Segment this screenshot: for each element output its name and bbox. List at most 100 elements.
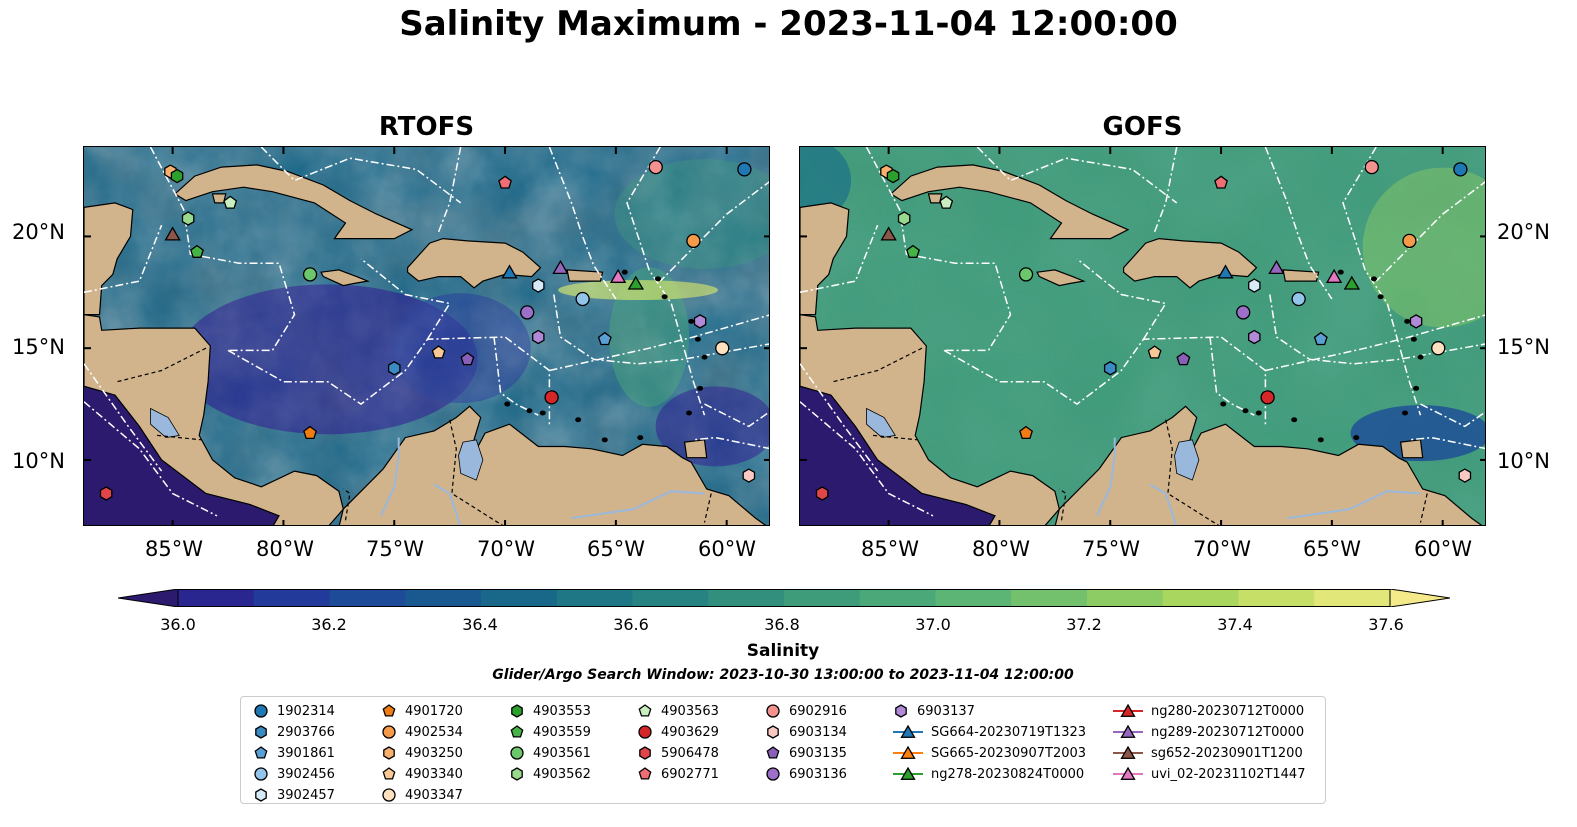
legend-item: 6902771 <box>637 764 719 784</box>
marker-4903340 <box>1147 345 1162 359</box>
eez-boundary <box>800 363 879 472</box>
colorbar-segment <box>481 589 558 607</box>
small-island <box>1410 336 1417 342</box>
circle-marker-icon <box>638 725 652 739</box>
marker-6903135 <box>460 352 475 366</box>
land-hispaniola <box>407 237 542 289</box>
marker-4902534 <box>686 233 701 249</box>
legend-label: ng289-20230712T0000 <box>1151 724 1305 740</box>
eez-boundary <box>1409 436 1485 450</box>
legend-label: ng278-20230824T0000 <box>931 766 1085 782</box>
legend-item: 4901720 <box>381 701 463 721</box>
land-yucatan <box>800 202 850 316</box>
eez-boundary <box>1269 294 1485 365</box>
land-hispaniola <box>1123 237 1258 289</box>
small-island <box>1220 401 1227 407</box>
small-island <box>1291 417 1298 423</box>
legend-item: 4903347 <box>381 785 463 805</box>
legend-marker <box>900 724 916 738</box>
colorbar-segment <box>935 589 1012 607</box>
country-border <box>873 434 918 441</box>
legend-item: ng278-20230824T0000 <box>893 764 1084 784</box>
land-trinidad <box>1399 439 1424 459</box>
small-island <box>575 417 582 423</box>
colorbar-tick: 36.6 <box>613 615 649 634</box>
legend-item: 2903766 <box>253 722 335 742</box>
legend-item: 4903250 <box>381 743 463 763</box>
marker-6902771 <box>1214 175 1228 189</box>
marker-4903553 <box>886 168 900 184</box>
marker-4903561 <box>302 267 318 282</box>
colorbar-extend-high <box>1389 589 1450 607</box>
legend-marker <box>382 788 396 802</box>
legend-item: 3902456 <box>253 764 335 784</box>
lon-label-75w: 75°W <box>1082 537 1140 561</box>
map-rtofs[interactable] <box>83 146 770 526</box>
marker-6903137 <box>532 329 545 345</box>
land-puerto-rico <box>566 269 604 282</box>
legend-label: 4903559 <box>533 724 591 740</box>
legend-label: 1902314 <box>277 703 335 719</box>
triangle-marker-icon <box>1113 745 1143 759</box>
small-island <box>504 401 511 407</box>
legend-item: 4903340 <box>381 764 463 784</box>
land-central-america <box>84 313 344 525</box>
land-south-america <box>1054 405 1483 525</box>
legend-label: 4903561 <box>533 745 591 761</box>
eez-boundary <box>693 436 769 450</box>
legend-label: 4903563 <box>661 703 719 719</box>
river-line <box>571 490 705 520</box>
land-isla-juventud <box>927 193 943 204</box>
marker-uvi_02-20231102T1447 <box>609 268 627 283</box>
eez-boundary <box>1153 147 1178 233</box>
legend-label: 6902916 <box>789 703 847 719</box>
legend-item: 1902314 <box>253 701 335 721</box>
colorbar-segment <box>1314 589 1391 607</box>
lake-maracaibo <box>1174 439 1200 481</box>
lat-label-15n-left: 15°N <box>12 335 65 359</box>
colorbar-frame <box>177 589 1391 607</box>
legend-label: 4903562 <box>533 766 591 782</box>
hexagon-marker-icon <box>511 704 523 718</box>
eez-boundary <box>865 147 1012 352</box>
marker-1902314 <box>737 162 752 177</box>
legend-item: SG664-20230719T1323 <box>893 722 1086 742</box>
pentagon-marker-icon <box>382 767 396 780</box>
eez-boundary <box>360 258 451 340</box>
marker-6903137 <box>1409 314 1423 329</box>
land-central-america <box>800 313 1060 525</box>
triangle-marker-icon <box>893 745 923 759</box>
land-isla-juventud <box>211 193 227 204</box>
eez-boundary <box>976 147 1178 204</box>
colorbar-segment <box>556 589 633 607</box>
colorbar-segment <box>784 589 861 607</box>
land-cuba <box>173 164 414 240</box>
marker-4903347 <box>1431 341 1446 356</box>
marker-4901720 <box>303 425 317 440</box>
small-island <box>661 294 668 300</box>
legend-marker <box>511 704 523 718</box>
map-canvas <box>84 147 769 525</box>
legend-marker <box>638 725 652 739</box>
river-line <box>380 437 400 517</box>
colorbar-segment <box>1162 589 1239 607</box>
legend-marker <box>382 725 396 739</box>
map-canvas <box>800 147 1485 525</box>
marker-6903136 <box>520 305 535 320</box>
lat-label-20n-left: 20°N <box>12 220 65 244</box>
river-line <box>1287 490 1421 520</box>
marker-6903137 <box>693 314 707 329</box>
land-south-america <box>338 405 767 525</box>
marker-6903135 <box>1176 352 1191 366</box>
legend-marker <box>1120 745 1136 759</box>
legend-item: 4903561 <box>509 743 591 763</box>
triangle-marker-icon <box>1113 703 1143 717</box>
marker-ng289-20230712T0000 <box>552 259 569 275</box>
map-gofs[interactable] <box>799 146 1486 526</box>
legend-marker <box>766 704 780 718</box>
pentagon-marker-icon <box>254 746 268 759</box>
marker-3901861 <box>1313 331 1328 346</box>
eez-boundary <box>553 294 769 365</box>
circle-marker-icon <box>254 767 268 781</box>
land-puerto-rico <box>1282 269 1320 282</box>
